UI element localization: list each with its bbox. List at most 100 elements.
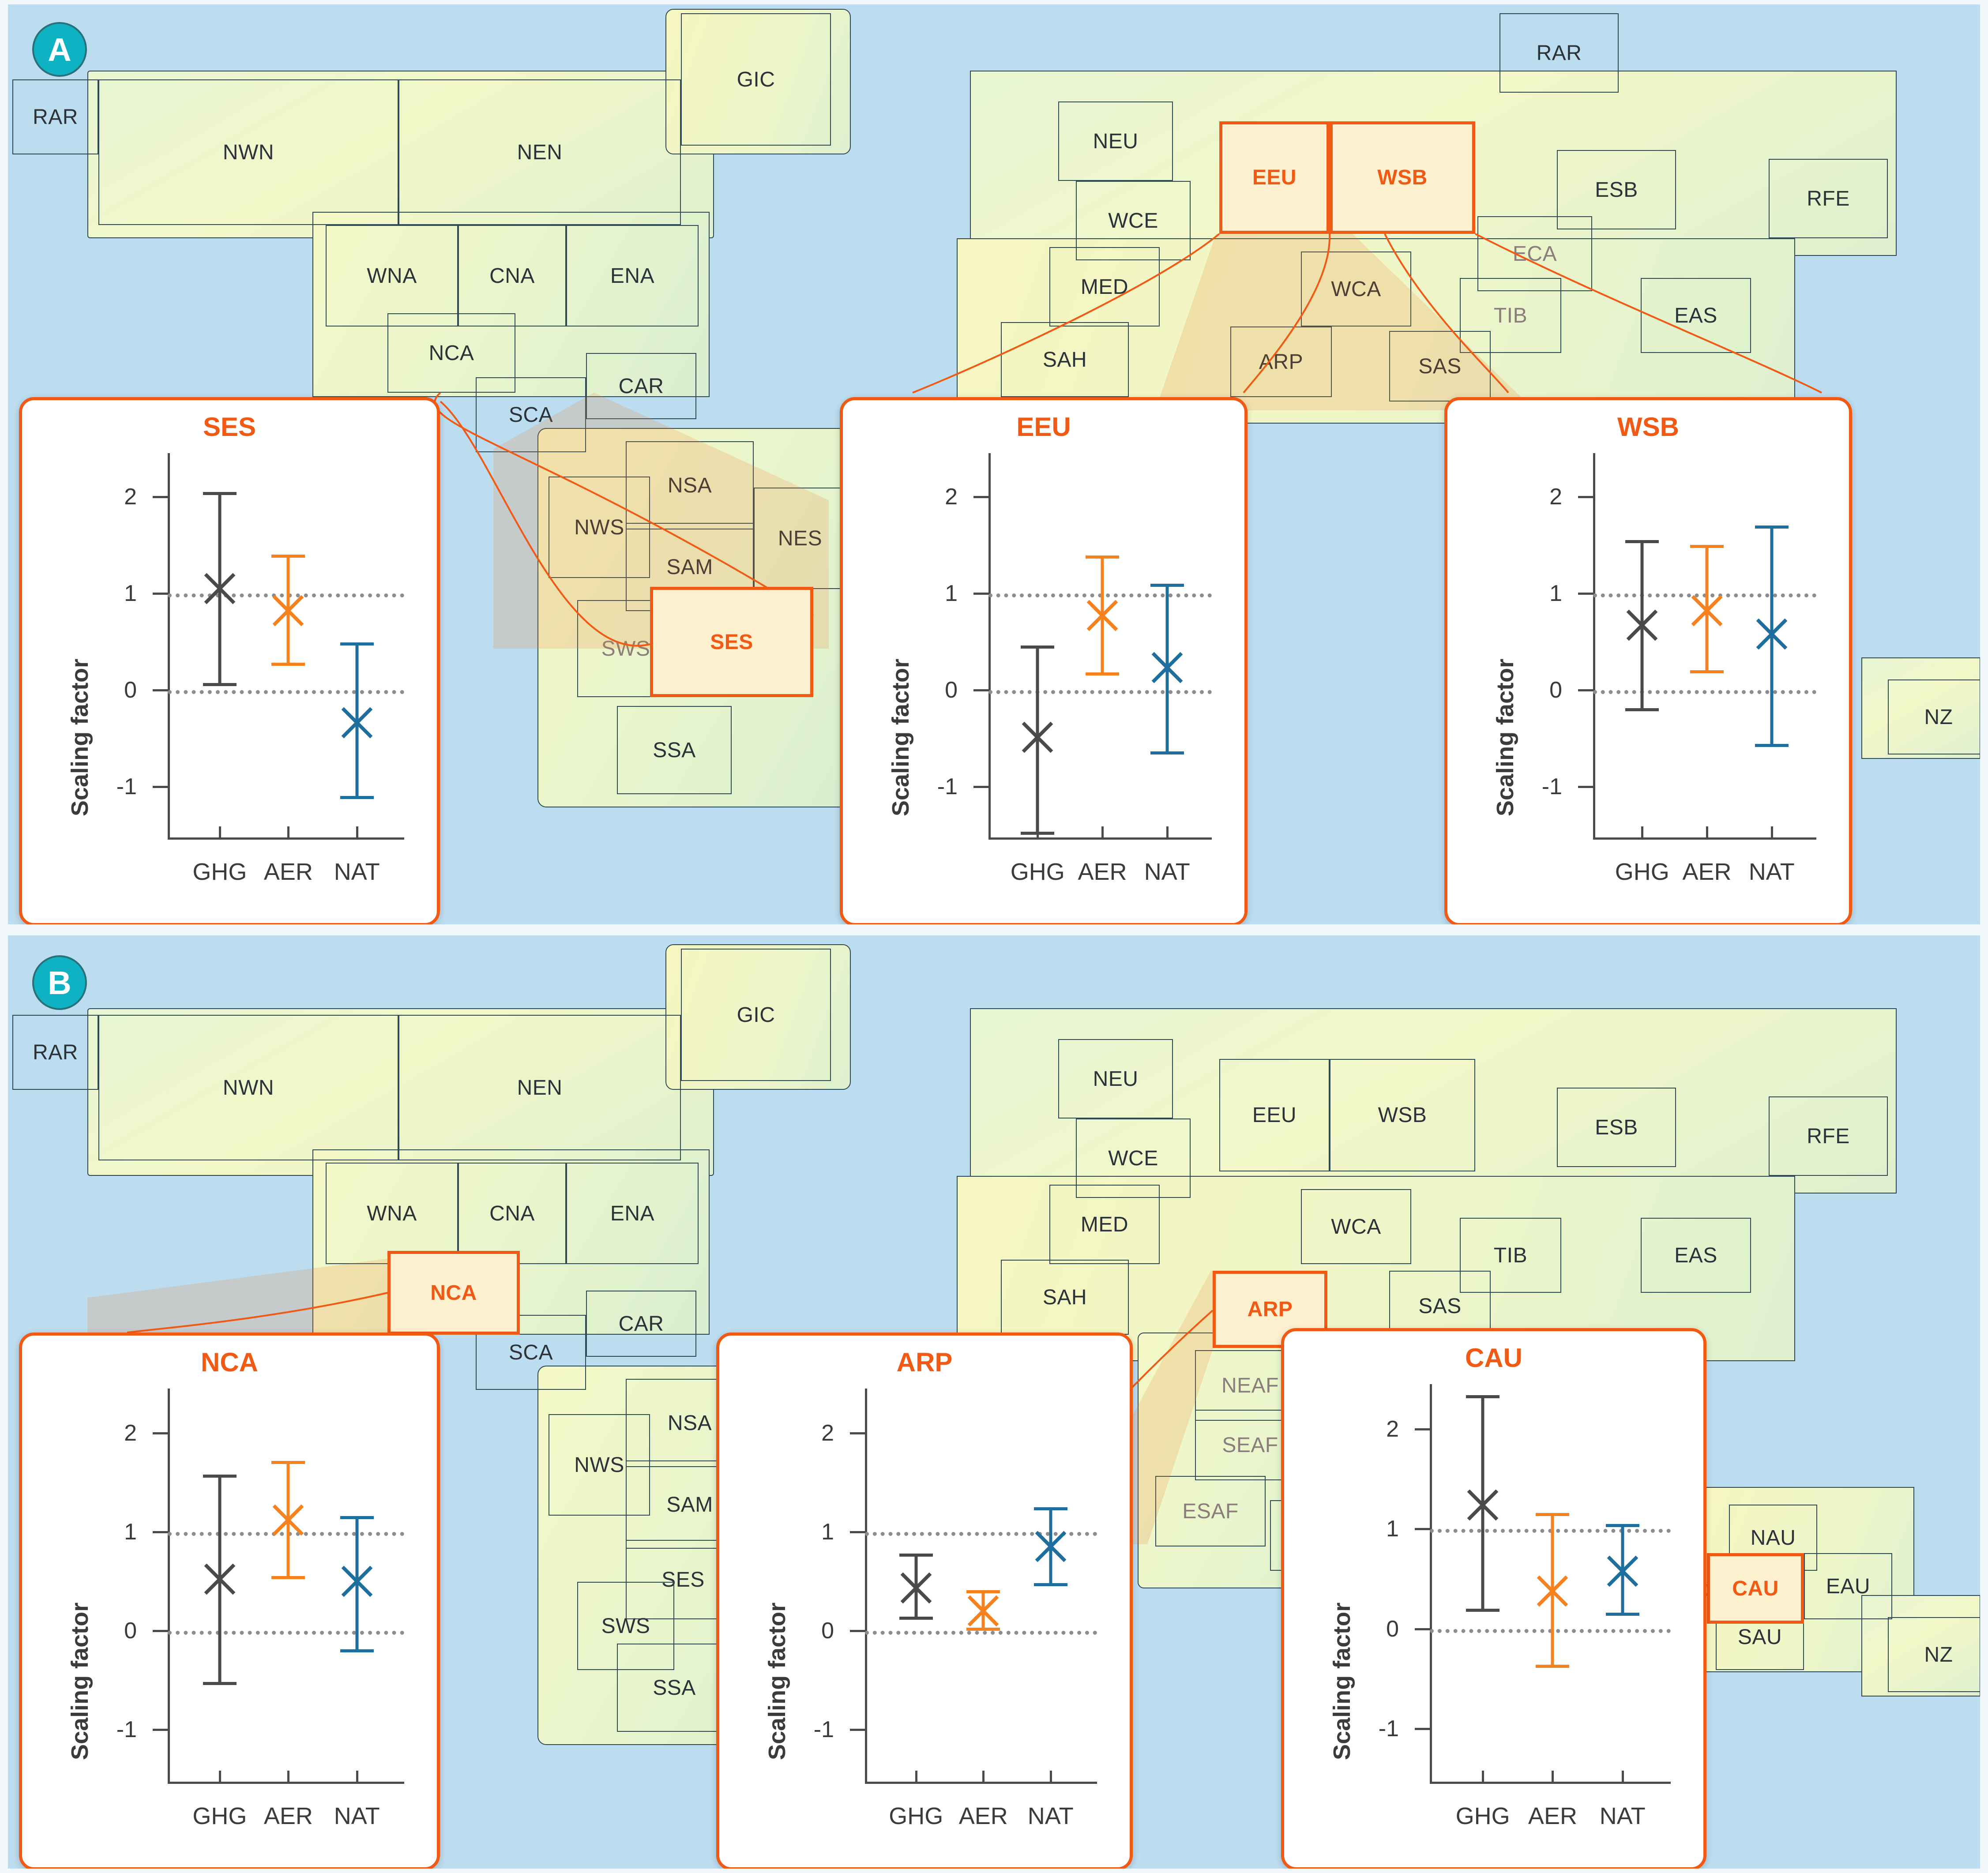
map-highlight-eeu[interactable]: EEU — [1219, 121, 1330, 234]
map-region-gic: GIC — [681, 13, 831, 146]
error-bar-arp-aer — [963, 1389, 1003, 1784]
y-tick — [153, 1629, 168, 1632]
map-region-rfe: RFE — [1769, 159, 1888, 238]
map-region-eas: EAS — [1641, 278, 1751, 353]
error-bar-cap-lower — [1625, 708, 1659, 711]
map-highlight-ses[interactable]: SES — [650, 587, 813, 697]
y-tick — [850, 1728, 865, 1731]
map-region-med: MED — [1049, 247, 1160, 327]
chart-title-wsb: WSB — [1617, 412, 1679, 442]
gridline — [1593, 690, 1816, 694]
y-axis — [865, 1389, 867, 1784]
error-bar-cap-upper — [340, 1516, 374, 1519]
map-region-eeu: EEU — [1219, 1059, 1330, 1171]
error-bar-eeu-nat — [1147, 453, 1188, 840]
x-tick — [218, 826, 221, 840]
y-tick — [153, 495, 168, 498]
x-tick-label-ghg: GHG — [1455, 1803, 1510, 1829]
x-tick-label-aer: AER — [1078, 859, 1127, 885]
x-tick — [287, 826, 290, 840]
best-estimate-marker — [1622, 605, 1662, 646]
x-tick-label-aer: AER — [263, 859, 313, 885]
x-tick-label-ghg: GHG — [1615, 859, 1669, 885]
map-highlight-wsb[interactable]: WSB — [1330, 121, 1475, 234]
error-bar-cap-upper — [271, 1460, 305, 1464]
error-bar-cap-upper — [340, 642, 374, 646]
x-tick-label-aer: AER — [1682, 859, 1732, 885]
y-tick — [850, 1432, 865, 1434]
y-tick — [973, 785, 988, 788]
map-region-nes: NES — [754, 488, 846, 589]
x-tick-label-ghg: GHG — [889, 1803, 943, 1829]
x-tick — [356, 826, 358, 840]
error-bar-eeu-ghg — [1017, 453, 1058, 840]
y-axis — [168, 1389, 170, 1784]
map-region-nsa: NSA — [626, 441, 754, 529]
error-bar-cap-upper — [1755, 525, 1789, 529]
y-tick-label: 1 — [945, 580, 958, 606]
map-region-rfe: RFE — [1769, 1096, 1888, 1176]
best-estimate-marker — [963, 1591, 1003, 1631]
map-region-sws: SWS — [577, 1582, 674, 1670]
best-estimate-marker — [896, 1568, 936, 1608]
error-bar-cap-upper — [1625, 540, 1659, 544]
error-bar-wsb-ghg — [1622, 453, 1662, 840]
map-highlight-nca[interactable]: NCA — [387, 1251, 520, 1335]
map-region-med: MED — [1049, 1185, 1160, 1264]
inset-chart-cau: CAU Scaling factor 2 1 0 -1 GHG AER NAT — [1281, 1328, 1706, 1869]
inset-chart-wsb: WSB Scaling factor 2 1 0 -1 GHG AER NAT — [1444, 397, 1852, 924]
map-region-car: CAR — [586, 353, 696, 419]
error-bar-cap-upper — [271, 554, 305, 558]
y-tick-label: 0 — [821, 1618, 834, 1644]
chart-title-arp: ARP — [896, 1348, 953, 1377]
map-region-sas: SAS — [1389, 331, 1491, 402]
best-estimate-marker — [1751, 614, 1792, 654]
inset-chart-ses: SES Scaling factor 2 1 0 -1 GHG AER NAT — [19, 397, 440, 924]
y-tick-label: 1 — [821, 1519, 834, 1545]
y-tick — [153, 1432, 168, 1434]
x-tick-label-aer: AER — [1528, 1803, 1577, 1829]
x-tick — [1641, 826, 1644, 840]
error-bar-cap-upper — [1466, 1395, 1500, 1398]
map-region-sca: SCA — [476, 377, 586, 452]
x-tick — [1049, 1771, 1052, 1784]
map-highlight-cau[interactable]: CAU — [1707, 1553, 1804, 1624]
plot-area: 2 1 0 -1 GHG AER NAT — [1379, 1384, 1671, 1829]
best-estimate-marker — [1602, 1551, 1643, 1591]
y-tick-label: 2 — [821, 1420, 834, 1446]
plot-area: 2 1 0 -1 GHG AER NAT — [116, 1389, 404, 1829]
error-bar-cap-lower — [1605, 1613, 1639, 1616]
panel-badge-a: A — [32, 22, 87, 77]
error-bar-cap-lower — [340, 796, 374, 799]
plot-area: 2 1 0 -1 GHG AER NAT — [937, 453, 1212, 885]
map-region-sah: SAH — [1001, 1260, 1129, 1335]
y-tick — [973, 592, 988, 595]
x-axis — [168, 1782, 404, 1784]
y-tick — [1578, 592, 1593, 595]
error-bar-wsb-aer — [1687, 453, 1727, 840]
x-tick — [1482, 1771, 1484, 1784]
gridline — [168, 1630, 404, 1635]
best-estimate-marker — [337, 702, 377, 743]
x-axis — [988, 837, 1212, 840]
error-bar-cap-lower — [271, 662, 305, 666]
error-bar-nca-nat — [337, 1389, 377, 1784]
y-tick — [850, 1531, 865, 1533]
best-estimate-marker — [268, 1500, 308, 1540]
x-tick — [1621, 1771, 1624, 1784]
y-tick — [1578, 689, 1593, 691]
map-region-wna: WNA — [326, 1163, 458, 1264]
error-bar-ses-aer — [268, 453, 308, 840]
y-tick — [1415, 1528, 1430, 1531]
landmass-greenland — [665, 9, 851, 154]
map-region-nwn: NWN — [98, 1015, 398, 1160]
map-region-wca: WCA — [1301, 251, 1411, 327]
landmass-north-america-north — [87, 71, 714, 238]
y-tick — [153, 1728, 168, 1731]
error-bar-cap-lower — [271, 1576, 305, 1580]
map-region-nz: NZ — [1888, 1617, 1980, 1692]
x-axis — [865, 1782, 1097, 1784]
best-estimate-marker — [1462, 1485, 1503, 1525]
x-tick-label-nat: NAT — [1144, 859, 1190, 885]
gridline — [1430, 1629, 1671, 1633]
